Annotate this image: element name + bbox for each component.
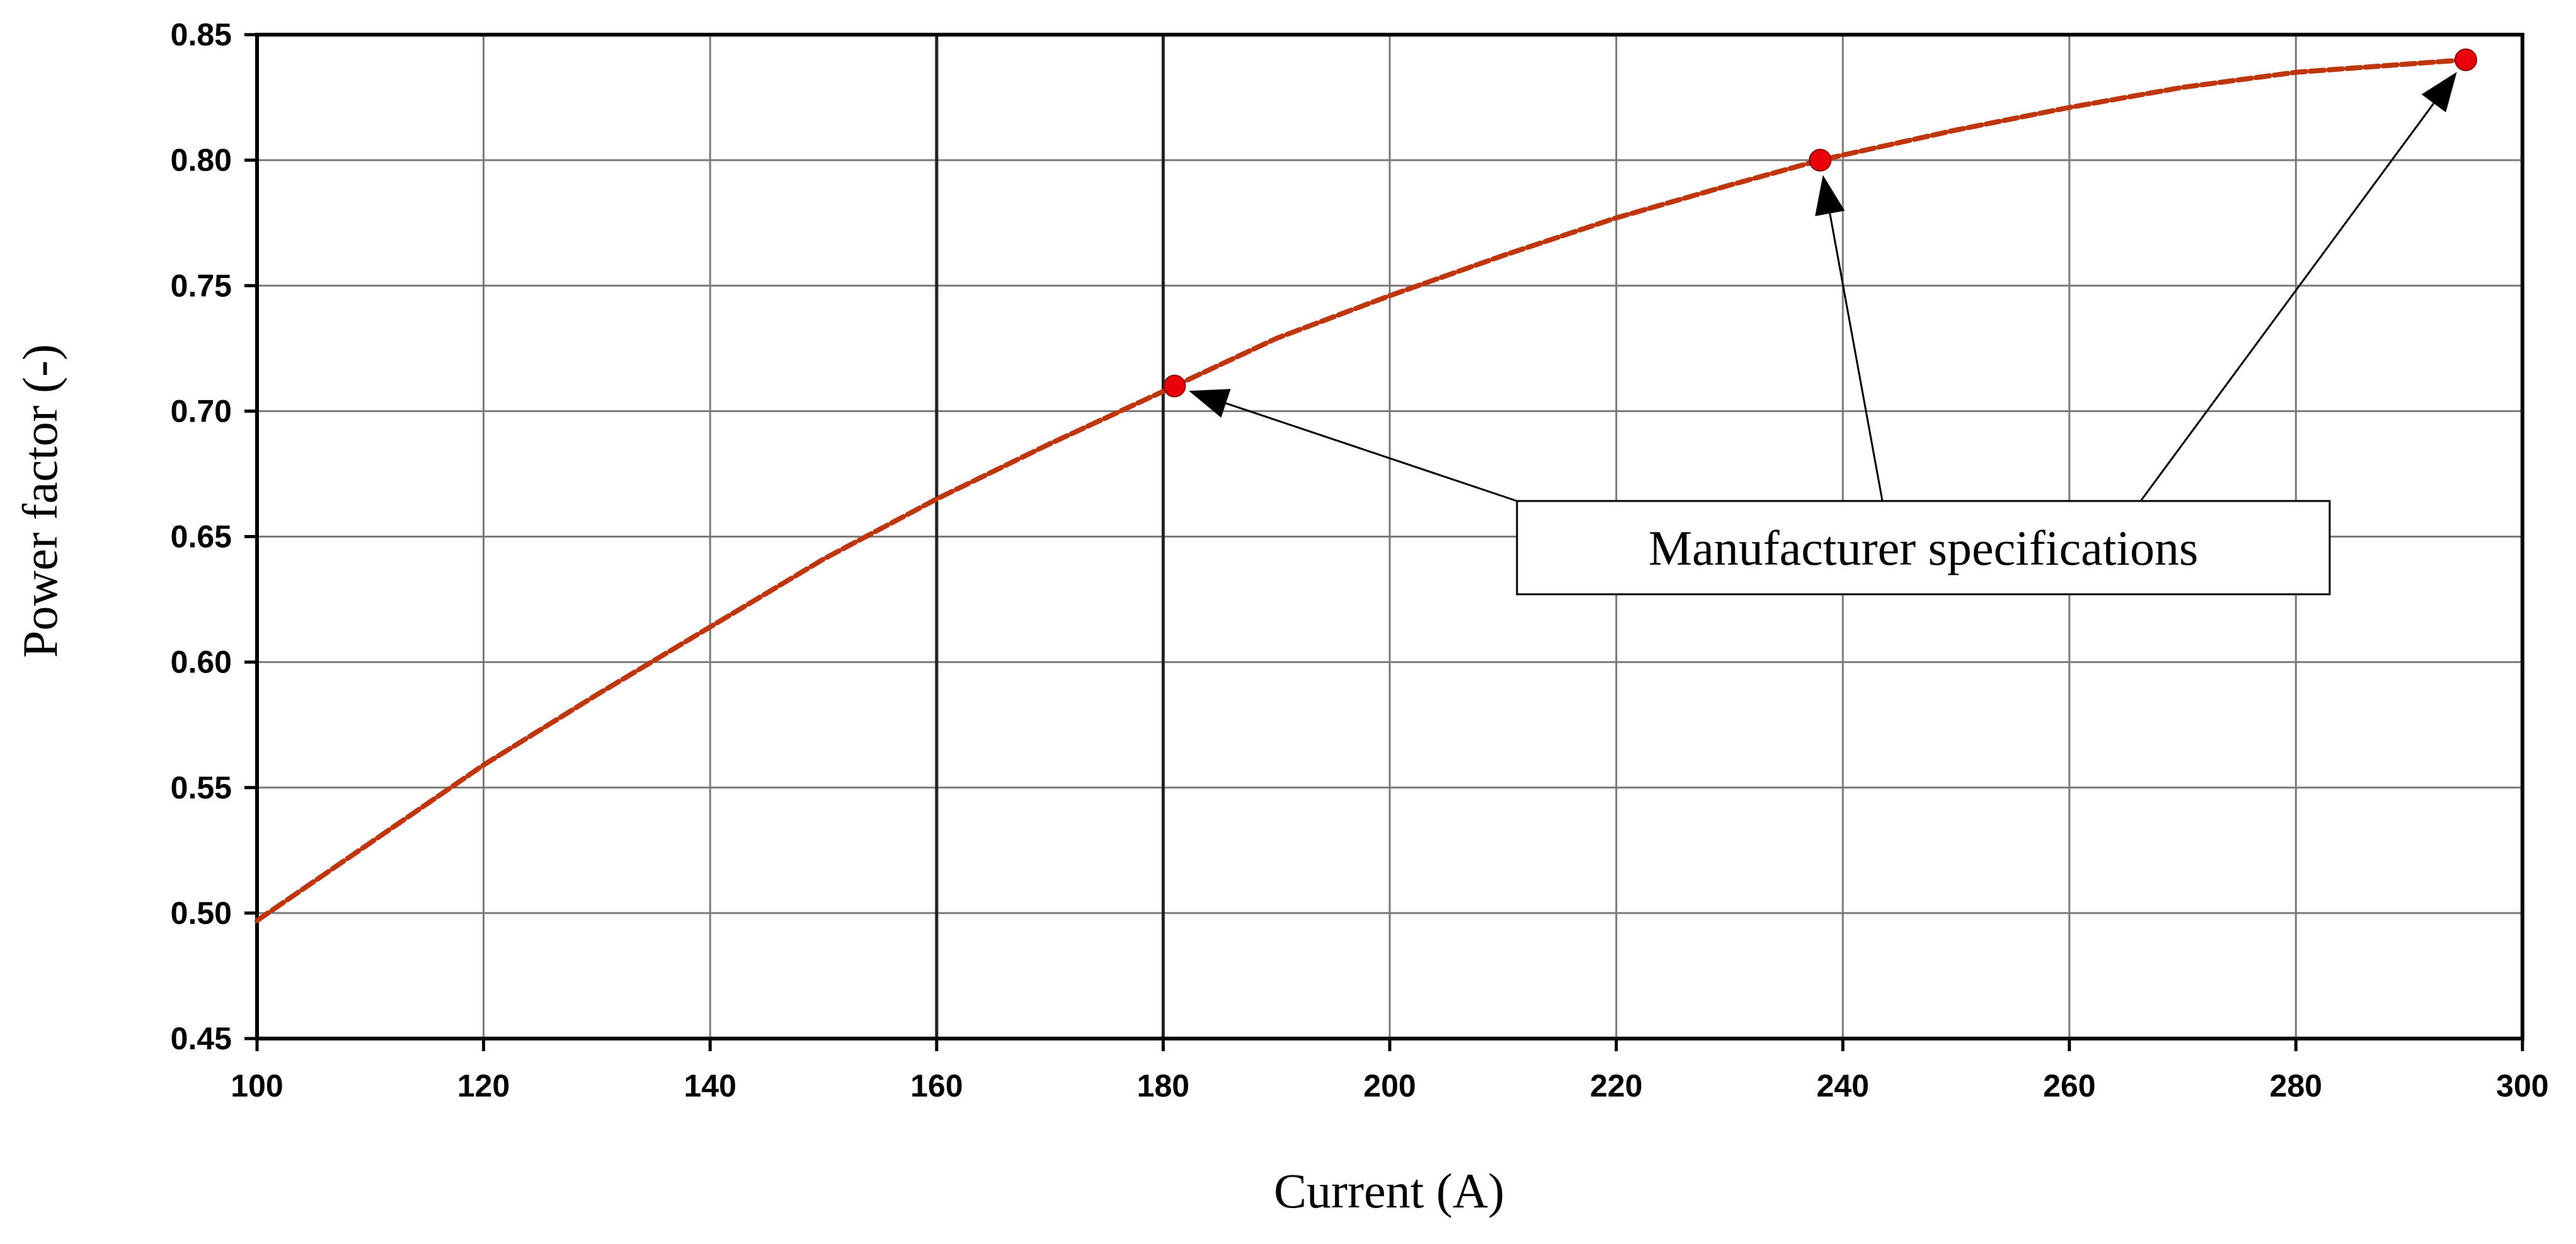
grid-lines (244, 33, 2524, 1051)
callout-arrow-head (1815, 175, 1845, 216)
plot-frame (255, 33, 2524, 1040)
x-tick-label: 240 (1816, 1068, 1869, 1103)
y-tick-label: 0.65 (171, 519, 232, 555)
x-tick-label: 120 (457, 1068, 510, 1103)
x-tick-label: 280 (2270, 1068, 2322, 1103)
callout-arrow-line (1829, 213, 1884, 502)
series-line-0 (255, 57, 2469, 923)
y-tick-label: 0.80 (171, 142, 232, 178)
callout-arrow-line (2139, 103, 2435, 502)
y-tick-label: 0.70 (171, 393, 232, 429)
y-tick-label: 0.50 (171, 896, 232, 931)
callout-label: Manufacturer specifications (1649, 521, 2199, 575)
y-tick-label: 0.75 (171, 268, 232, 303)
y-tick-label: 0.60 (171, 645, 232, 680)
x-tick-label: 100 (231, 1068, 283, 1103)
spec-marker-0 (1163, 374, 1186, 398)
x-tick-label: 220 (1590, 1068, 1642, 1103)
callout-box (1516, 500, 2331, 596)
x-tick-label: 200 (1363, 1068, 1416, 1103)
y-tick-label: 0.55 (171, 770, 232, 805)
annotation: Manufacturer specifications (1189, 72, 2457, 596)
callout-arrow-head (1189, 389, 1231, 418)
axes (255, 33, 2524, 1040)
x-tick-label: 180 (1137, 1068, 1189, 1103)
markers (1163, 48, 2478, 398)
spec-marker-2 (2454, 48, 2478, 71)
x-tick-label: 300 (2496, 1068, 2548, 1103)
callout-arrow-head (2421, 72, 2457, 113)
tick-labels: 0.45 0.50 0.55 0.60 0.65 0.70 0.75 0.80 0.85 100 1… (171, 17, 2549, 1103)
spec-marker-1 (1809, 149, 1832, 172)
x-tick-label: 140 (684, 1068, 736, 1103)
y-tick-label: 0.85 (171, 17, 232, 52)
x-tick-label: 160 (910, 1068, 963, 1103)
y-tick-label: 0.45 (171, 1021, 232, 1056)
x-axis-title: Current (A) (1274, 1163, 1504, 1218)
series (255, 57, 2469, 923)
callout-arrow-line (1225, 402, 1518, 502)
x-tick-label: 260 (2043, 1068, 2095, 1103)
y-axis-title: Power factor (-) (13, 344, 67, 658)
